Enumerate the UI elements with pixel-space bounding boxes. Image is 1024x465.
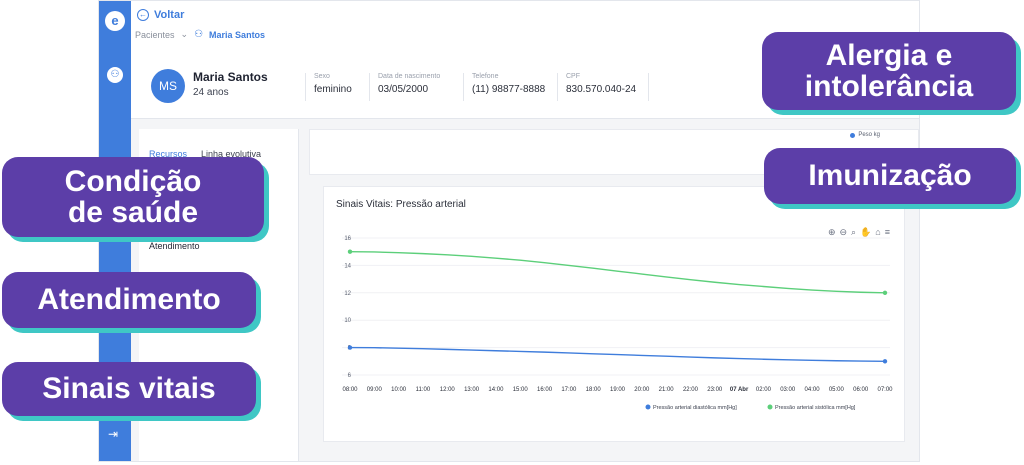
callout-alergia: Alergia e intolerância (762, 32, 1016, 110)
x-tick-label: 13:00 (464, 387, 480, 393)
series-line (349, 346, 886, 362)
field-value: feminino (314, 84, 352, 95)
home-icon[interactable]: ⌂ (875, 227, 881, 237)
field-label: Sexo (314, 73, 330, 80)
back-button[interactable]: ← Voltar (137, 9, 184, 21)
field-cpf: CPF 830.570.040-24 (557, 73, 650, 101)
series-line (349, 251, 886, 294)
callout-alergia-line2: intolerância (804, 70, 974, 103)
chart-title: Sinais Vitais: Pressão arterial (336, 199, 466, 210)
x-tick-label: 05:00 (829, 387, 845, 393)
y-tick-label: 16 (344, 236, 351, 242)
x-tick-label: 15:00 (513, 387, 529, 393)
y-tick-label: 14 (344, 263, 351, 269)
x-tick-label: 08:00 (342, 387, 358, 393)
weight-legend-label: Peso kg (858, 132, 880, 138)
callout-sinais-vitais: Sinais vitais (2, 362, 256, 416)
x-tick-label: 03:00 (780, 387, 796, 393)
zoom-in-icon[interactable]: ⊕ (827, 227, 836, 237)
blood-pressure-card: Sinais Vitais: Pressão arterial ⊕ ⊖ ⌕ ✋ … (323, 186, 905, 442)
patient-name: Maria Santos (193, 70, 268, 84)
x-tick-label: 07:00 (877, 387, 893, 393)
legend-label: Pressão arterial diastólica mm[Hg] (653, 405, 737, 411)
x-tick-label: 10:00 (391, 387, 407, 393)
x-tick-label: 02:00 (756, 387, 772, 393)
breadcrumb: Pacientes ⌄ ⚇ Maria Santos (135, 29, 265, 40)
legend-label: Pressão arterial sistólica mm[Hg] (775, 405, 856, 411)
y-tick-label: 6 (348, 373, 352, 379)
data-point (347, 345, 353, 350)
x-tick-label: 14:00 (488, 387, 504, 393)
x-tick-label: 22:00 (683, 387, 699, 393)
x-tick-label: 09:00 (367, 387, 383, 393)
legend-dot-icon (850, 132, 856, 138)
field-label: CPF (566, 73, 580, 80)
data-point (882, 290, 888, 295)
app-logo-icon[interactable]: e (105, 11, 125, 31)
sidebar-item-atendimento[interactable]: Atendimento (149, 241, 200, 251)
legend-marker (767, 404, 773, 410)
x-tick-label: 17:00 (561, 387, 577, 393)
data-point (347, 249, 353, 254)
x-tick-label: 04:00 (805, 387, 821, 393)
field-value: 830.570.040-24 (566, 84, 637, 95)
callout-imunizacao: Imunização (764, 148, 1016, 204)
patients-nav-icon[interactable]: ⚇ (107, 67, 123, 83)
patient-icon: ⚇ (194, 29, 204, 40)
avatar: MS (151, 69, 185, 103)
field-value: (11) 98877-8888 (472, 84, 546, 95)
zoom-out-icon[interactable]: ⊖ (839, 227, 848, 237)
x-tick-label: 23:00 (707, 387, 723, 393)
data-point (882, 359, 888, 364)
tab-linha-evolutiva[interactable]: Linha evolutiva (201, 149, 262, 159)
y-tick-label: 12 (344, 291, 351, 297)
x-tick-label: 11:00 (416, 387, 431, 393)
x-tick-label: 18:00 (586, 387, 602, 393)
field-label: Data de nascimento (378, 73, 441, 80)
field-birthdate: Data de nascimento 03/05/2000 (369, 73, 440, 101)
logout-icon[interactable]: ⇥ (108, 427, 119, 441)
blood-pressure-chart: 681012141608:0009:0010:0011:0012:0013:00… (342, 236, 893, 411)
menu-icon[interactable]: ≡ (884, 227, 890, 237)
pan-icon[interactable]: ✋ (860, 227, 872, 237)
callout-condicao: Condição de saúde (2, 157, 264, 237)
x-tick-label: 12:00 (440, 387, 456, 393)
x-tick-label: 06:00 (853, 387, 869, 393)
legend-marker (645, 404, 651, 410)
callout-atendimento: Atendimento (2, 272, 256, 328)
x-tick-label: 07 Abr (730, 387, 749, 393)
magnify-icon[interactable]: ⌕ (851, 227, 857, 237)
callout-condicao-line2: de saúde (67, 196, 199, 229)
x-tick-label: 16:00 (537, 387, 553, 393)
callout-condicao-line1: Condição (64, 164, 202, 198)
field-phone: Telefone (11) 98877-8888 (463, 73, 545, 101)
arrow-left-icon: ← (137, 9, 149, 21)
x-tick-label: 19:00 (610, 387, 626, 393)
chevron-down-icon: ⌄ (180, 29, 189, 39)
x-tick-label: 20:00 (634, 387, 650, 393)
back-label: Voltar (154, 9, 185, 21)
chart-toolbar: ⊕ ⊖ ⌕ ✋ ⌂ ≡ (828, 227, 890, 238)
breadcrumb-current: Maria Santos (209, 29, 266, 40)
x-tick-label: 21:00 (659, 387, 675, 393)
weight-legend: Peso kg (850, 132, 880, 138)
patient-header: ← Voltar Pacientes ⌄ ⚇ Maria Santos MS M… (131, 1, 919, 119)
callout-alergia-line1: Alergia e (825, 38, 953, 72)
field-sex: Sexo feminino (305, 73, 352, 101)
y-tick-label: 10 (344, 318, 351, 324)
patient-age: 24 anos (193, 87, 229, 98)
field-value: 03/05/2000 (378, 84, 429, 95)
breadcrumb-parent[interactable]: Pacientes (135, 29, 175, 40)
field-label: Telefone (472, 73, 499, 80)
